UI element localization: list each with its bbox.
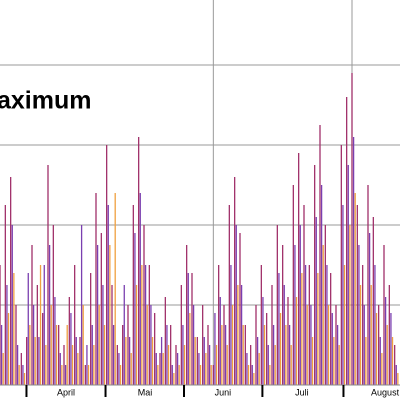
x-tick-label: Juli: [295, 387, 309, 397]
x-tick-label: August: [371, 387, 400, 397]
chart-title: aximum: [0, 87, 91, 115]
plot-area: [0, 0, 400, 385]
x-tick-label: April: [57, 387, 75, 397]
x-tick-label: Mai: [138, 387, 153, 397]
x-tick-label: Juni: [215, 387, 232, 397]
